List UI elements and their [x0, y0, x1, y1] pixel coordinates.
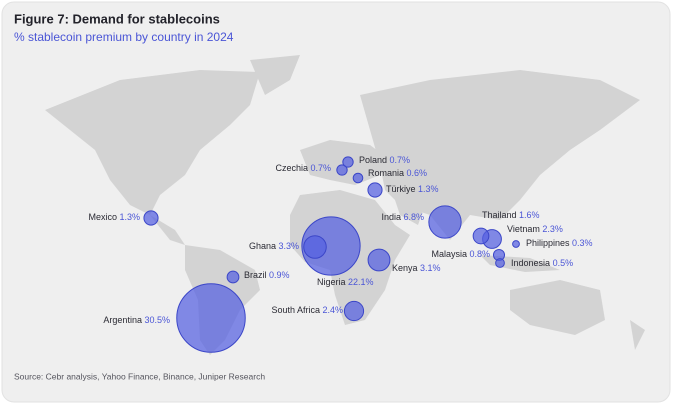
country-name: Vietnam: [507, 224, 540, 234]
value-label: 0.7%: [390, 155, 411, 165]
country-name: South Africa: [271, 305, 320, 315]
country-name: Poland: [359, 155, 387, 165]
chart-subtitle: % stablecoin premium by country in 2024: [14, 30, 234, 44]
country-label: Philippines 0.3%: [526, 238, 593, 248]
country-name: Türkiye: [386, 184, 416, 194]
value-label: 0.7%: [310, 163, 331, 173]
country-name: Philippines: [526, 238, 570, 248]
country-name: Indonesia: [511, 258, 550, 268]
country-name: Brazil: [244, 270, 267, 280]
bubble: [226, 270, 240, 284]
country-label: Nigeria 22.1%: [317, 277, 374, 287]
value-label: 2.3%: [542, 224, 563, 234]
country-label: Malaysia 0.8%: [431, 249, 490, 259]
value-label: 0.5%: [553, 258, 574, 268]
value-label: 1.3%: [119, 212, 140, 222]
source-note: Source: Cebr analysis, Yahoo Finance, Bi…: [14, 371, 265, 381]
bubble: [367, 182, 383, 198]
bubble: [176, 283, 246, 353]
country-name: Nigeria: [317, 277, 346, 287]
bubble: [343, 300, 365, 322]
country-label: Kenya 3.1%: [392, 263, 441, 273]
value-label: 1.3%: [418, 184, 439, 194]
value-label: 1.6%: [519, 210, 540, 220]
country-label: Vietnam 2.3%: [507, 224, 563, 234]
value-label: 2.4%: [322, 305, 343, 315]
value-label: 30.5%: [144, 315, 170, 325]
bubble: [342, 156, 354, 168]
bubble: [428, 205, 462, 239]
country-name: Kenya: [392, 263, 418, 273]
country-name: Thailand: [482, 210, 517, 220]
value-label: 6.8%: [403, 212, 424, 222]
bubble: [367, 248, 391, 272]
country-label: South Africa 2.4%: [271, 305, 343, 315]
bubble: [301, 216, 361, 276]
country-label: Poland 0.7%: [359, 155, 410, 165]
country-label: Ghana 3.3%: [249, 241, 299, 251]
country-label: Thailand 1.6%: [482, 210, 540, 220]
value-label: 3.3%: [278, 241, 299, 251]
chart-title: Figure 7: Demand for stablecoins: [14, 11, 220, 26]
country-name: India: [381, 212, 401, 222]
country-label: Mexico 1.3%: [88, 212, 140, 222]
value-label: 3.1%: [420, 263, 441, 273]
value-label: 0.6%: [407, 168, 428, 178]
country-label: Türkiye 1.3%: [386, 184, 439, 194]
country-name: Malaysia: [431, 249, 467, 259]
country-name: Mexico: [88, 212, 117, 222]
country-name: Romania: [368, 168, 404, 178]
country-name: Argentina: [103, 315, 142, 325]
country-label: Brazil 0.9%: [244, 270, 290, 280]
bubble: [512, 240, 520, 248]
bubble: [303, 235, 327, 259]
value-label: 22.1%: [348, 277, 374, 287]
country-name: Ghana: [249, 241, 276, 251]
bubble: [495, 258, 505, 268]
bubble: [472, 227, 490, 245]
bubble: [352, 172, 364, 184]
country-label: Argentina 30.5%: [103, 315, 170, 325]
bubble: [143, 210, 159, 226]
value-label: 0.8%: [469, 249, 490, 259]
country-label: Indonesia 0.5%: [511, 258, 573, 268]
country-label: India 6.8%: [381, 212, 424, 222]
bubble: [336, 164, 348, 176]
value-label: 0.3%: [572, 238, 593, 248]
country-name: Czechia: [275, 163, 308, 173]
value-label: 0.9%: [269, 270, 290, 280]
country-label: Czechia 0.7%: [275, 163, 331, 173]
country-label: Romania 0.6%: [368, 168, 427, 178]
